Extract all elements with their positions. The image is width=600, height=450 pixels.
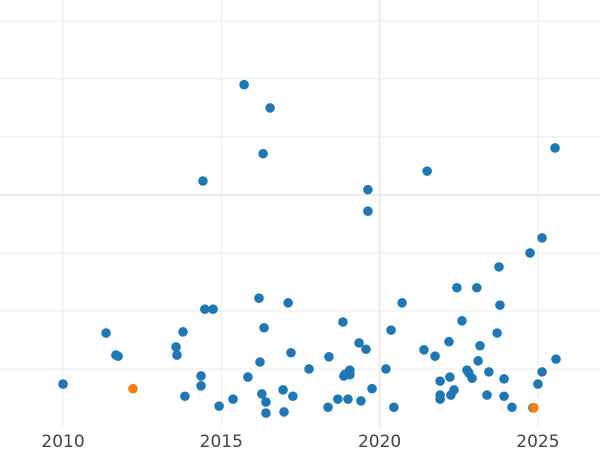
- data-point: [361, 344, 371, 355]
- gridlines: [0, 0, 600, 427]
- data-point: [304, 364, 314, 374]
- data-point: [507, 402, 517, 413]
- data-point: [419, 345, 429, 355]
- data-point: [258, 148, 268, 159]
- data-point: [113, 351, 123, 362]
- data-point: [356, 396, 366, 406]
- data-point: [422, 166, 432, 176]
- data-point: [278, 385, 288, 395]
- x-axis-ticks: 2010 2015 2020 2025: [41, 432, 559, 450]
- data-point: [494, 262, 504, 272]
- data-point: [495, 300, 505, 310]
- data-point: [254, 293, 264, 304]
- data-point: [492, 328, 502, 338]
- data-point: [345, 369, 355, 380]
- data-point: [381, 364, 391, 374]
- data-point: [484, 367, 494, 377]
- data-point: [444, 336, 454, 347]
- data-point: [363, 184, 373, 195]
- data-point: [499, 374, 509, 384]
- data-point: [324, 352, 334, 362]
- data-point: [435, 394, 445, 404]
- data-point: [196, 381, 206, 391]
- data-point: [449, 385, 459, 395]
- data-point: [200, 304, 210, 315]
- data-point: [171, 342, 181, 352]
- data-point: [265, 103, 275, 113]
- data-point: [243, 372, 253, 382]
- data-point: [533, 379, 543, 389]
- data-point: [525, 248, 535, 258]
- x-tick-label: 2015: [200, 432, 243, 450]
- x-tick-label: 2010: [41, 432, 84, 450]
- data-point-highlighted: [529, 403, 539, 413]
- data-point: [551, 354, 561, 364]
- data-point: [172, 350, 182, 360]
- data-point-highlighted: [128, 383, 138, 394]
- data-point: [255, 357, 265, 367]
- data-point: [499, 391, 509, 402]
- data-point: [338, 317, 348, 327]
- data-point: [261, 408, 271, 418]
- data-point: [257, 389, 267, 399]
- data-point: [261, 397, 271, 407]
- data-point: [537, 367, 547, 377]
- data-point: [208, 304, 218, 315]
- data-point: [279, 407, 289, 417]
- data-point: [457, 316, 467, 326]
- data-point: [467, 373, 477, 384]
- data-point: [472, 282, 482, 293]
- data-point: [386, 325, 396, 335]
- data-point: [178, 327, 188, 337]
- x-tick-label: 2020: [358, 432, 401, 450]
- data-point: [288, 391, 298, 402]
- data-point: [228, 394, 238, 404]
- data-point: [214, 401, 224, 411]
- data-point: [101, 328, 111, 338]
- data-point: [343, 394, 353, 404]
- data-point: [323, 402, 333, 413]
- data-point: [286, 347, 296, 358]
- data-point: [367, 383, 377, 394]
- data-point: [430, 351, 440, 362]
- data-point: [473, 356, 483, 366]
- data-point: [333, 394, 343, 404]
- data-point: [435, 376, 445, 386]
- data-point: [537, 233, 547, 243]
- data-point: [180, 391, 190, 402]
- data-point: [452, 282, 462, 293]
- data-point: [363, 206, 373, 216]
- data-points: [58, 79, 561, 418]
- data-point: [475, 340, 485, 351]
- data-point: [354, 338, 364, 348]
- data-point: [397, 298, 407, 308]
- data-point: [196, 371, 206, 381]
- data-point: [283, 298, 293, 308]
- x-tick-label: 2025: [516, 432, 559, 450]
- data-point: [389, 402, 399, 413]
- data-point: [445, 372, 455, 382]
- data-point: [482, 390, 492, 400]
- data-point: [58, 379, 68, 389]
- data-point: [239, 79, 249, 90]
- data-point: [198, 176, 208, 186]
- data-point: [550, 143, 560, 153]
- data-point: [259, 322, 269, 333]
